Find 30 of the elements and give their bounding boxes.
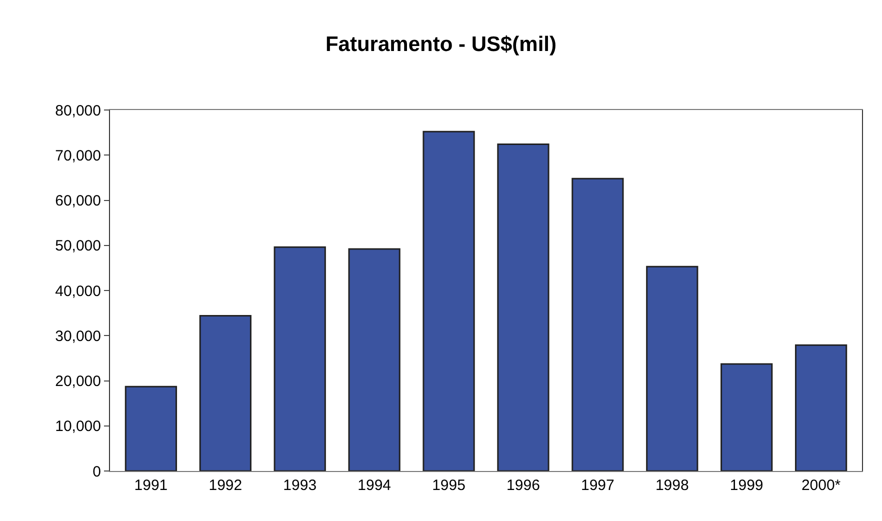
y-tick-label: 20,000 xyxy=(55,373,101,390)
x-tick-label: 1991 xyxy=(134,477,168,494)
chart-title: Faturamento - US$(mil) xyxy=(325,33,557,56)
y-tick-label: 70,000 xyxy=(55,147,101,164)
bar xyxy=(497,144,550,471)
x-tick-label: 1997 xyxy=(580,477,614,494)
bar xyxy=(274,246,326,471)
bar xyxy=(572,178,624,471)
bar xyxy=(794,344,848,471)
y-tick-label: 30,000 xyxy=(55,328,101,345)
y-tick-label: 0 xyxy=(92,463,101,480)
y-tick-label: 50,000 xyxy=(55,238,101,255)
x-tick-label: 2000* xyxy=(801,477,841,494)
x-tick-label: 1994 xyxy=(358,477,392,494)
x-tick-label: 1998 xyxy=(655,477,689,494)
y-tick-label: 40,000 xyxy=(55,282,101,300)
y-tick-label: 80,000 xyxy=(55,102,101,120)
bar xyxy=(348,248,400,471)
bar xyxy=(422,130,475,471)
x-tick-label: 1995 xyxy=(432,477,466,494)
x-tick-label: 1999 xyxy=(730,477,764,494)
bar xyxy=(720,363,773,471)
y-tick-label: 10,000 xyxy=(55,418,101,436)
x-tick-label: 1996 xyxy=(506,477,540,494)
bar xyxy=(124,386,178,471)
bar xyxy=(646,266,698,471)
y-tick-label: 60,000 xyxy=(55,192,101,210)
x-tick-label: 1993 xyxy=(283,477,317,494)
x-tick-label: 1992 xyxy=(208,477,242,494)
bar xyxy=(199,315,252,471)
